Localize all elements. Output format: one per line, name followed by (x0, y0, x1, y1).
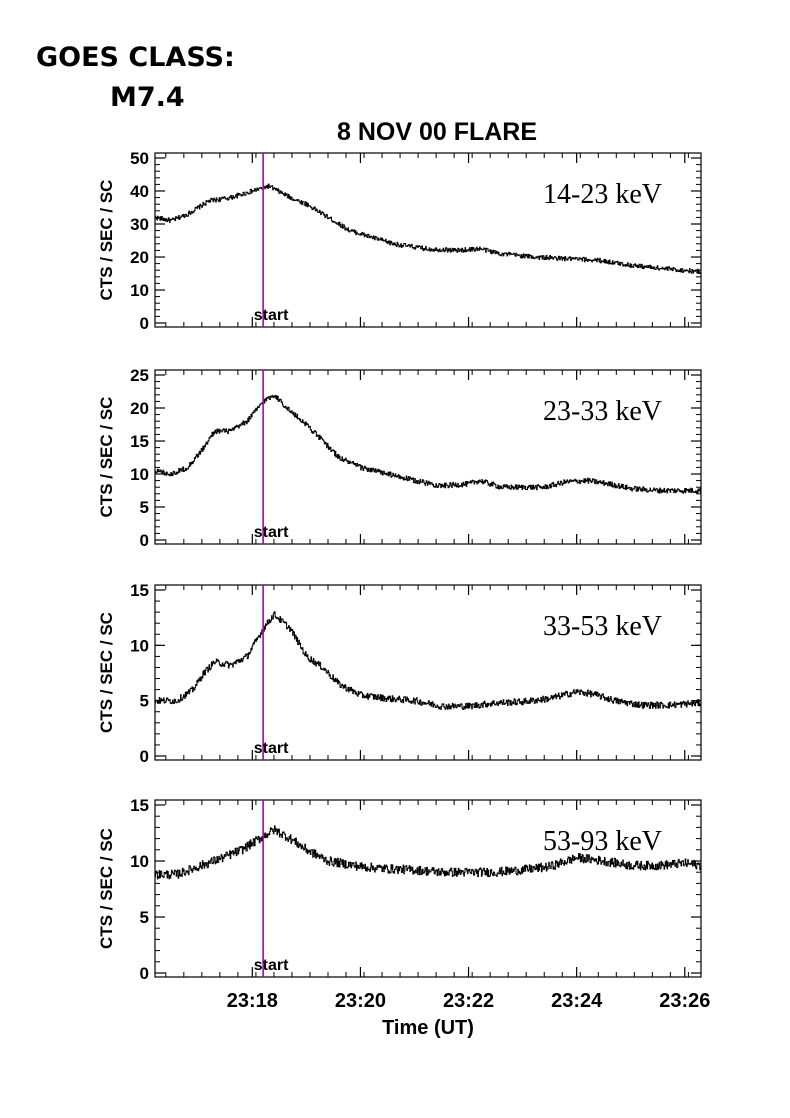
y-tick-label: 40 (130, 182, 149, 201)
energy-band-label: 33-53 keV (543, 611, 662, 642)
y-tick-label: 0 (140, 531, 149, 550)
x-tick-label: 23:22 (443, 990, 494, 1012)
x-tick-label: 23:20 (335, 990, 386, 1012)
y-tick-label: 10 (130, 636, 149, 655)
y-tick-label: 15 (130, 432, 149, 451)
series-line (155, 825, 702, 880)
x-tick-label: 23:18 (227, 990, 278, 1012)
y-tick-label: 30 (130, 215, 149, 234)
y-tick-label: 15 (130, 796, 149, 815)
y-tick-label: 0 (140, 964, 149, 983)
panel-4: 0 5 10 15 CTS / SEC / SC start 53-93 keV (97, 796, 702, 983)
panel-1: 0 10 20 30 40 50 CTS / SEC / SC start 14-23 keV (97, 149, 702, 333)
y-tick-label: 5 (140, 692, 149, 711)
y-tick-label: 20 (130, 399, 149, 418)
chart-title: 8 NOV 00 FLARE (337, 118, 537, 146)
y-tick-label: 50 (130, 149, 149, 168)
y-tick-label: 0 (140, 747, 149, 766)
y-tick-label: 5 (140, 498, 149, 517)
y-axis-label: CTS / SEC / SC (97, 397, 116, 518)
energy-band-label: 53-93 keV (543, 826, 662, 857)
y-tick-label: 15 (130, 581, 149, 600)
y-axis-label: CTS / SEC / SC (97, 612, 116, 733)
y-tick-label: 25 (130, 366, 149, 385)
y-tick-label: 0 (140, 314, 149, 333)
y-axis-label: CTS / SEC / SC (97, 828, 116, 949)
panel-3: 0 5 10 15 CTS / SEC / SC start 33-53 keV (97, 581, 702, 766)
energy-band-label: 14-23 keV (543, 179, 662, 210)
series-line (155, 183, 702, 274)
start-marker-label: start (254, 307, 289, 324)
panel-frame (154, 584, 702, 761)
goes-class-value: M7.4 (110, 82, 185, 113)
panel-2: 0 5 10 15 20 25 CTS / SEC / SC start 23-33 keV (97, 366, 702, 550)
y-axis-label: CTS / SEC / SC (97, 180, 116, 301)
panel-frame (154, 799, 702, 978)
start-marker-label: start (254, 740, 289, 757)
start-marker-label: start (254, 957, 289, 974)
start-marker-label: start (254, 524, 289, 541)
panel-frame (154, 369, 702, 545)
energy-band-label: 23-33 keV (543, 396, 662, 427)
y-tick-label: 5 (140, 908, 149, 927)
panel-frame (154, 152, 702, 328)
x-tick-label: 23:26 (659, 990, 710, 1012)
y-tick-label: 10 (130, 281, 149, 300)
goes-class-label: GOES CLASS: (36, 42, 235, 73)
series-line (155, 611, 702, 710)
y-tick-label: 10 (130, 852, 149, 871)
x-tick-label: 23:24 (551, 990, 603, 1012)
x-axis-label: Time (UT) (382, 1017, 474, 1039)
y-tick-label: 10 (130, 465, 149, 484)
series-line (155, 394, 702, 494)
y-tick-label: 20 (130, 248, 149, 267)
